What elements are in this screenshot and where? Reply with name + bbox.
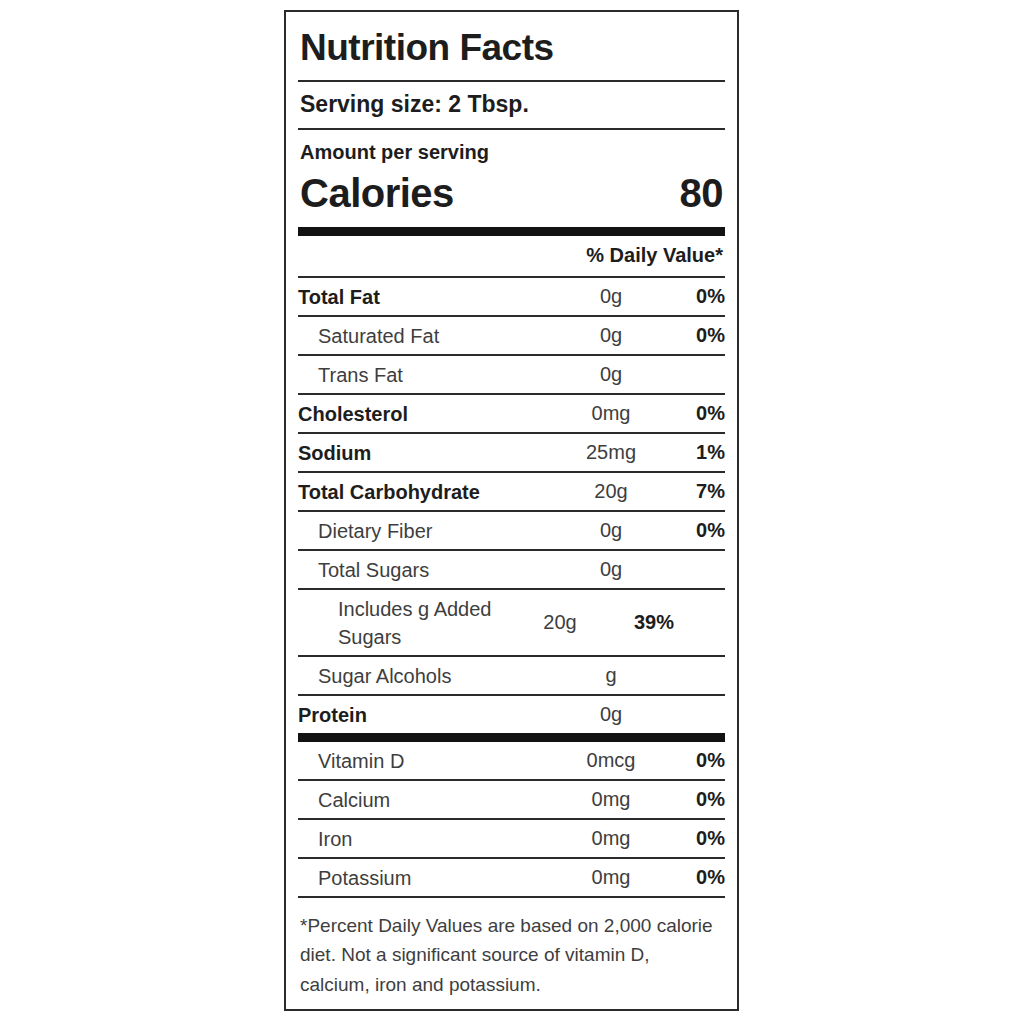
nutrient-row-added-sugars: Includes g Added Sugars 20g 39% xyxy=(298,590,725,657)
calories-value: 80 xyxy=(680,171,724,216)
nutrient-row-total-carbohydrate: Total Carbohydrate 20g 7% xyxy=(298,473,725,512)
nutrient-name: Iron xyxy=(298,821,569,857)
nutrient-daily-value: 0% xyxy=(653,285,725,308)
nutrient-amount: 20g xyxy=(518,611,602,634)
micronutrient-row-iron: Iron 0mg 0% xyxy=(298,820,725,859)
nutrient-name: Total Sugars xyxy=(298,552,569,588)
nutrient-amount: 0g xyxy=(569,703,653,726)
daily-value-header: % Daily Value* xyxy=(298,236,725,278)
nutrient-amount: 20g xyxy=(569,480,653,503)
page-background: Nutrition Facts Serving size: 2 Tbsp. Am… xyxy=(0,0,1024,1024)
nutrient-name: Dietary Fiber xyxy=(298,513,569,549)
nutrient-daily-value: 0% xyxy=(653,402,725,425)
section-divider-thick-top xyxy=(298,227,725,236)
nutrient-row-cholesterol: Cholesterol 0mg 0% xyxy=(298,395,725,434)
micronutrient-row-potassium: Potassium 0mg 0% xyxy=(298,859,725,898)
nutrient-row-protein: Protein 0g xyxy=(298,696,725,733)
nutrient-row-total-sugars: Total Sugars 0g xyxy=(298,551,725,590)
nutrient-amount: 0g xyxy=(569,519,653,542)
nutrient-amount: 0g xyxy=(569,285,653,308)
nutrient-daily-value: 7% xyxy=(653,480,725,503)
nutrition-facts-label: Nutrition Facts Serving size: 2 Tbsp. Am… xyxy=(284,10,739,1011)
nutrient-amount: 0g xyxy=(569,324,653,347)
nutrient-row-trans-fat: Trans Fat 0g xyxy=(298,356,725,395)
nutrient-amount: 0mg xyxy=(569,827,653,850)
nutrient-daily-value: 39% xyxy=(602,611,674,634)
nutrient-amount: 0mg xyxy=(569,402,653,425)
nutrient-daily-value: 0% xyxy=(653,519,725,542)
nutrient-name: Trans Fat xyxy=(298,357,569,393)
nutrient-amount: 0g xyxy=(569,363,653,386)
nutrient-daily-value: 0% xyxy=(653,866,725,889)
nutrient-amount: 0mg xyxy=(569,866,653,889)
micronutrient-row-vitamin-d: Vitamin D 0mcg 0% xyxy=(298,742,725,781)
nutrient-name: Includes g Added Sugars xyxy=(298,591,518,655)
nutrient-daily-value: 0% xyxy=(653,749,725,772)
calories-label: Calories xyxy=(300,171,454,216)
serving-size-text: Serving size: 2 Tbsp. xyxy=(298,82,725,130)
nutrient-amount: 0g xyxy=(569,558,653,581)
nutrient-row-total-fat: Total Fat 0g 0% xyxy=(298,278,725,317)
nutrient-row-sodium: Sodium 25mg 1% xyxy=(298,434,725,473)
nutrient-name: Sodium xyxy=(298,435,569,471)
nutrient-name: Vitamin D xyxy=(298,743,569,779)
nutrient-row-sugar-alcohols: Sugar Alcohols g xyxy=(298,657,725,696)
micronutrient-row-calcium: Calcium 0mg 0% xyxy=(298,781,725,820)
nutrient-name: Potassium xyxy=(298,860,569,896)
label-title: Nutrition Facts xyxy=(298,12,725,82)
calories-row: Calories 80 xyxy=(298,164,725,227)
nutrient-amount: 0mg xyxy=(569,788,653,811)
nutrient-name: Cholesterol xyxy=(298,396,569,432)
nutrient-name: Sugar Alcohols xyxy=(298,658,569,694)
nutrient-name: Total Carbohydrate xyxy=(298,474,569,510)
nutrient-daily-value: 1% xyxy=(653,441,725,464)
nutrient-amount: g xyxy=(569,664,653,687)
nutrient-row-dietary-fiber: Dietary Fiber 0g 0% xyxy=(298,512,725,551)
nutrient-row-saturated-fat: Saturated Fat 0g 0% xyxy=(298,317,725,356)
nutrient-amount: 0mcg xyxy=(569,749,653,772)
nutrient-name: Saturated Fat xyxy=(298,318,569,354)
nutrient-amount: 25mg xyxy=(569,441,653,464)
nutrient-name: Total Fat xyxy=(298,279,569,315)
nutrient-daily-value: 0% xyxy=(653,827,725,850)
amount-per-serving-text: Amount per serving xyxy=(298,130,725,164)
nutrient-name: Calcium xyxy=(298,782,569,818)
section-divider-thick-bottom xyxy=(298,733,725,742)
nutrient-name: Protein xyxy=(298,697,569,733)
daily-value-footnote: *Percent Daily Values are based on 2,000… xyxy=(298,898,725,999)
nutrient-daily-value: 0% xyxy=(653,324,725,347)
nutrient-daily-value: 0% xyxy=(653,788,725,811)
